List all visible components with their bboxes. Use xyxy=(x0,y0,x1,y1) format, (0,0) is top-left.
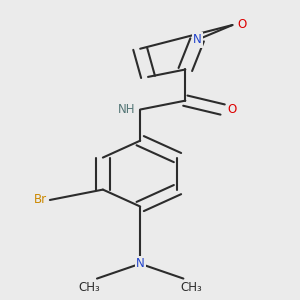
Text: NH: NH xyxy=(118,103,136,116)
Text: Br: Br xyxy=(34,194,47,206)
Text: CH₃: CH₃ xyxy=(180,281,202,294)
Text: CH₃: CH₃ xyxy=(78,281,100,294)
Text: N: N xyxy=(136,257,145,270)
Text: O: O xyxy=(237,18,246,31)
Text: N: N xyxy=(193,33,202,46)
Text: O: O xyxy=(227,103,237,116)
